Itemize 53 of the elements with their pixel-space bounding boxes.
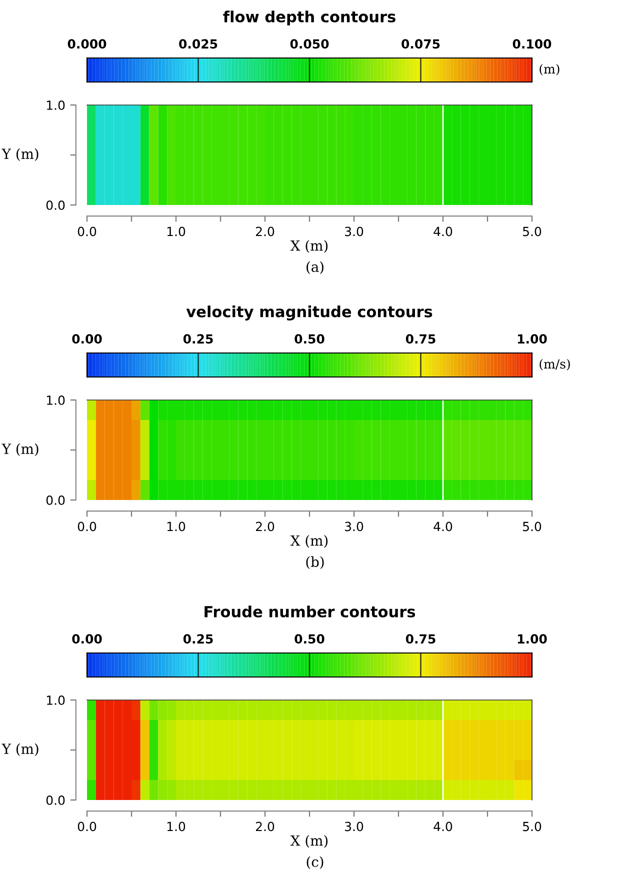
text: (a) <box>306 261 324 274</box>
y-tick-label: 0.0 <box>46 795 65 805</box>
x-tick-label: 4.0 <box>434 226 452 236</box>
color-bar-label: 0.00 <box>72 634 102 644</box>
x-tick-label: 5.0 <box>523 522 542 532</box>
x-axis-title: X (m) <box>290 240 328 253</box>
color-bar-label: 0.75 <box>406 634 436 644</box>
x-tick-label: 5.0 <box>523 226 542 236</box>
color-bar-label: 0.100 <box>512 39 552 49</box>
color-bar-label: 0.75 <box>406 334 436 344</box>
x-tick-label: 0.0 <box>78 226 96 236</box>
x-axis-title: X (m) <box>290 835 328 848</box>
y-axis-title: Y (m) <box>2 743 38 756</box>
x-tick-label: 1.0 <box>167 822 186 832</box>
x-tick-label: 2.0 <box>256 226 274 236</box>
x-tick-label: 3.0 <box>345 226 364 236</box>
y-axis-title: Y (m) <box>2 148 38 161</box>
color-bar-label: 0.050 <box>290 39 329 49</box>
color-bar-title: (m/s) <box>540 358 570 370</box>
x-tick-label: 3.0 <box>345 522 364 532</box>
x-axis-title: X (m) <box>290 535 328 548</box>
text: (c) <box>306 856 324 869</box>
color-bar-title: (m) <box>540 64 560 76</box>
color-bar-label: 0.50 <box>294 334 324 344</box>
chart-title: Froude number contours <box>204 606 416 618</box>
color-bar-label: 1.00 <box>518 334 547 344</box>
x-tick-label: 0.0 <box>78 822 96 832</box>
y-tick-label: 1.0 <box>46 395 65 405</box>
x-tick-label: 4.0 <box>434 822 452 832</box>
y-tick-label: 1.0 <box>46 100 65 110</box>
x-tick-label: 4.0 <box>434 522 452 532</box>
x-tick-label: 5.0 <box>523 822 542 832</box>
x-tick-label: 2.0 <box>256 822 274 832</box>
y-tick-label: 1.0 <box>46 695 65 705</box>
chart-title: flow depth contours <box>223 10 396 26</box>
y-axis-title: Y (m) <box>2 443 38 456</box>
y-tick-label: 0.0 <box>46 200 65 210</box>
color-bar-label: 0.25 <box>183 634 213 644</box>
x-tick-label: 3.0 <box>345 822 364 832</box>
text: (b) <box>306 556 324 569</box>
x-tick-label: 0.0 <box>78 522 96 532</box>
color-bar-label: 0.025 <box>179 39 218 49</box>
y-tick-label: 0.0 <box>46 495 65 505</box>
x-tick-label: 1.0 <box>167 522 186 532</box>
color-bar-label: 0.50 <box>294 634 324 644</box>
x-tick-label: 2.0 <box>256 522 274 532</box>
color-bar-label: 0.000 <box>68 39 106 49</box>
x-tick-label: 1.0 <box>167 226 186 236</box>
chart-title: velocity magnitude contours <box>186 306 432 320</box>
color-bar-label: 0.075 <box>402 39 440 49</box>
color-bar-label: 1.00 <box>518 634 547 644</box>
color-bar-label: 0.25 <box>183 334 213 344</box>
color-bar-label: 0.00 <box>72 334 102 344</box>
